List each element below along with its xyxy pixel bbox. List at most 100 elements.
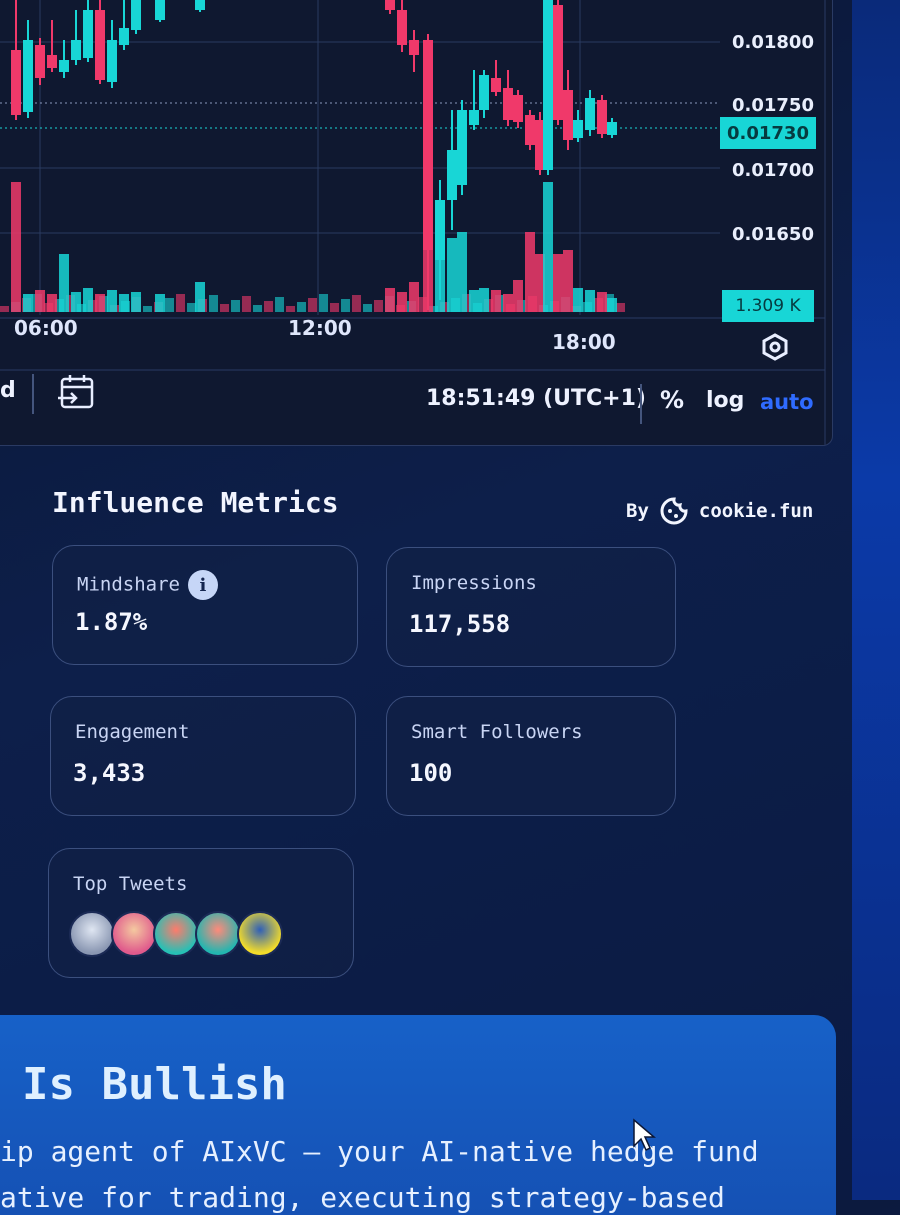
engagement-card: Engagement 3,433 (50, 696, 356, 816)
candle (23, 40, 33, 112)
candle (131, 0, 141, 30)
volume-bar (563, 250, 573, 312)
volume-bar (616, 303, 625, 312)
volume-bar (330, 303, 339, 312)
avatar[interactable] (195, 911, 241, 957)
influence-metrics-title: Influence Metrics (52, 486, 339, 519)
volume-badge: 1.309 K (722, 290, 814, 322)
banner-description: ip agent of AIxVC — your AI-native hedge… (0, 1135, 759, 1168)
banner-description-cont: ative for trading, executing strategy-ba… (0, 1181, 725, 1214)
volume-bar (297, 302, 306, 312)
volume-bar (308, 298, 317, 312)
volume-bar (59, 254, 69, 312)
volume-bar (553, 254, 563, 312)
interval-button[interactable]: d (0, 378, 16, 403)
price-tick: 0.01750 (732, 95, 814, 116)
candle (469, 110, 479, 125)
candle (71, 40, 81, 60)
candle (409, 40, 419, 55)
volume-bar (23, 294, 33, 312)
volume-bar (71, 292, 81, 312)
log-scale-toggle[interactable]: log (706, 388, 745, 413)
volume-bar (143, 306, 152, 312)
mindshare-value: 1.87% (75, 608, 148, 636)
candle (597, 100, 607, 134)
chart-settings-icon[interactable] (760, 332, 790, 362)
volume-bar (77, 304, 86, 312)
volume-bar (525, 232, 535, 312)
volume-bar (231, 300, 240, 312)
info-icon[interactable]: i (187, 570, 218, 600)
impressions-label: Impressions (411, 572, 537, 594)
volume-bar (479, 288, 489, 312)
volume-bar (409, 282, 419, 312)
engagement-value: 3,433 (73, 759, 146, 787)
volume-bar (535, 254, 545, 312)
avatar[interactable] (111, 911, 157, 957)
volume-bar (107, 290, 117, 312)
candle (535, 120, 545, 170)
project-banner: Is Bullish ip agent of AIxVC — your AI-n… (0, 1015, 836, 1215)
candle (35, 45, 45, 78)
volume-bar (435, 254, 445, 312)
volume-bar (585, 290, 595, 312)
current-price-badge: 0.01730 (720, 117, 816, 149)
go-to-date-icon[interactable] (56, 372, 98, 412)
candlestick-chart[interactable] (0, 0, 832, 445)
volume-bar (597, 292, 607, 312)
volume-bar (209, 295, 218, 312)
candle (563, 90, 573, 140)
volume-bar (253, 305, 262, 312)
candle (585, 98, 595, 130)
candle (457, 110, 467, 185)
candle (423, 40, 433, 250)
candle (447, 150, 457, 200)
volume-bar (0, 306, 9, 312)
volume-bar (119, 294, 129, 312)
candle (47, 55, 57, 68)
volume-bar (11, 182, 21, 312)
volume-bar (131, 292, 141, 312)
candle (435, 200, 445, 260)
candle (607, 122, 617, 135)
volume-bar (95, 294, 105, 312)
price-tick: 0.01650 (732, 224, 814, 245)
cookie-icon (660, 497, 688, 525)
volume-bar (195, 282, 205, 312)
volume-bar (397, 292, 407, 312)
banner-title: Is Bullish (22, 1059, 287, 1110)
avatar[interactable] (237, 911, 283, 957)
time-tick: 12:00 (288, 316, 352, 340)
volume-bar (543, 182, 553, 312)
candle (107, 40, 117, 82)
candle (491, 78, 501, 92)
candle (513, 95, 523, 122)
auto-scale-toggle[interactable]: auto (760, 390, 814, 414)
impressions-card: Impressions 117,558 (386, 547, 676, 667)
engagement-label: Engagement (75, 721, 190, 743)
volume-bar (165, 298, 174, 312)
timezone-clock[interactable]: 18:51:49 (UTC+1) (426, 386, 646, 411)
candle (573, 120, 583, 138)
price-chart-panel[interactable]: 0.01800 0.01750 0.01730 0.01700 0.01650 … (0, 0, 833, 446)
avatar[interactable] (153, 911, 199, 957)
candle (195, 0, 205, 10)
volume-bar (275, 297, 284, 312)
volume-bar (286, 306, 295, 312)
candle (59, 60, 69, 72)
candle (397, 10, 407, 45)
volume-bar (66, 295, 75, 312)
volume-bar (374, 300, 383, 312)
provider-attribution[interactable]: By cookie.fun (626, 496, 813, 526)
volume-bar (513, 280, 523, 312)
top-tweets-avatars (69, 911, 283, 957)
volume-bar (220, 304, 229, 312)
volume-bar (491, 290, 501, 312)
percent-scale-toggle[interactable]: % (660, 386, 685, 414)
price-tick: 0.01700 (732, 160, 814, 181)
volume-bar (423, 230, 433, 312)
candle (385, 0, 395, 10)
volume-bar (607, 298, 617, 312)
smart-followers-label: Smart Followers (411, 721, 583, 743)
avatar[interactable] (69, 911, 115, 957)
